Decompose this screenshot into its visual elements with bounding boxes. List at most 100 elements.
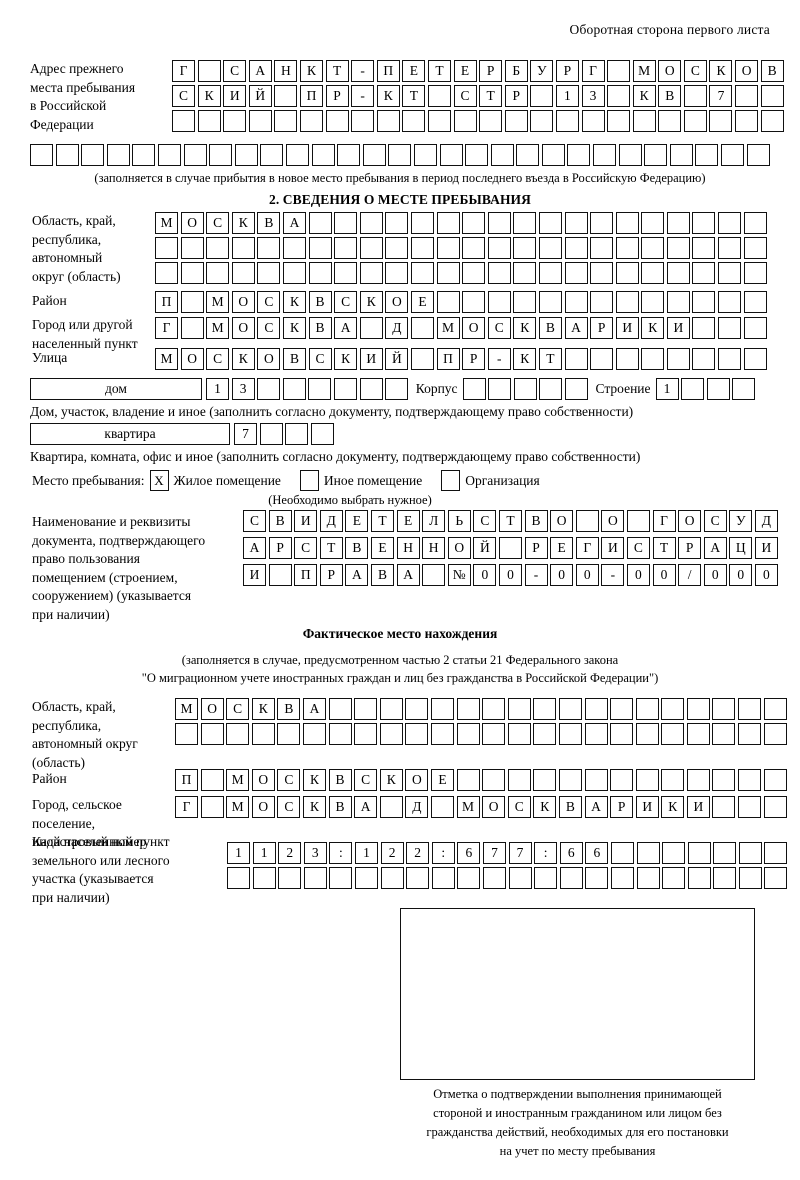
char-cell[interactable]: [712, 723, 736, 745]
char-cell[interactable]: [376, 110, 400, 132]
char-cell[interactable]: 2: [406, 842, 430, 864]
char-cell[interactable]: Е: [396, 510, 420, 532]
char-cell[interactable]: [388, 144, 412, 166]
char-cell[interactable]: [132, 144, 156, 166]
char-cell[interactable]: [661, 769, 685, 791]
char-cell[interactable]: [635, 698, 659, 720]
char-cell[interactable]: [385, 262, 409, 284]
char-cell[interactable]: [487, 237, 511, 259]
char-cell[interactable]: [507, 769, 531, 791]
char-cell[interactable]: [590, 348, 614, 370]
char-cell[interactable]: С: [206, 348, 230, 370]
char-cell[interactable]: [590, 237, 614, 259]
char-cell[interactable]: [311, 144, 335, 166]
char-cell[interactable]: 2: [278, 842, 302, 864]
char-cell[interactable]: [308, 237, 332, 259]
char-cell[interactable]: С: [226, 698, 250, 720]
char-cell[interactable]: [743, 212, 767, 234]
char-cell[interactable]: [81, 144, 105, 166]
char-cell[interactable]: А: [243, 537, 266, 559]
confirmation-stamp-box[interactable]: [400, 908, 755, 1080]
char-cell[interactable]: С: [453, 85, 477, 107]
char-cell[interactable]: 6: [559, 842, 583, 864]
char-cell[interactable]: [538, 291, 562, 313]
char-cell[interactable]: М: [456, 796, 480, 818]
char-cell[interactable]: [686, 723, 710, 745]
char-cell[interactable]: [661, 698, 685, 720]
char-cell[interactable]: 0: [652, 564, 676, 586]
char-cell[interactable]: В: [345, 537, 369, 559]
char-cell[interactable]: [534, 867, 558, 889]
char-cell[interactable]: 7: [482, 842, 506, 864]
char-cell[interactable]: [325, 110, 349, 132]
char-cell[interactable]: [462, 291, 486, 313]
char-cell[interactable]: [328, 723, 352, 745]
char-cell[interactable]: [462, 212, 486, 234]
char-cell[interactable]: [641, 291, 665, 313]
char-cell[interactable]: Д: [385, 317, 409, 339]
char-cell[interactable]: [738, 867, 762, 889]
char-cell[interactable]: И: [223, 85, 247, 107]
char-cell[interactable]: С: [487, 317, 511, 339]
korpus-cell[interactable]: [488, 378, 512, 400]
char-cell[interactable]: Г: [172, 60, 195, 82]
char-cell[interactable]: [635, 769, 659, 791]
char-cell[interactable]: [538, 262, 562, 284]
house-cell[interactable]: [333, 378, 357, 400]
char-cell[interactable]: [200, 723, 224, 745]
char-cell[interactable]: [422, 564, 446, 586]
char-cell[interactable]: А: [345, 564, 369, 586]
char-cell[interactable]: [410, 317, 434, 339]
char-cell[interactable]: [692, 262, 716, 284]
char-cell[interactable]: В: [524, 510, 548, 532]
char-cell[interactable]: [308, 262, 332, 284]
char-cell[interactable]: -: [351, 85, 375, 107]
char-cell[interactable]: В: [370, 564, 394, 586]
char-cell[interactable]: К: [231, 348, 255, 370]
char-cell[interactable]: [456, 698, 480, 720]
char-cell[interactable]: [197, 110, 221, 132]
char-cell[interactable]: В: [308, 317, 332, 339]
char-cell[interactable]: [564, 262, 588, 284]
char-cell[interactable]: В: [538, 317, 562, 339]
char-cell[interactable]: [206, 262, 230, 284]
char-cell[interactable]: [257, 262, 281, 284]
char-cell[interactable]: Н: [396, 537, 420, 559]
char-cell[interactable]: [406, 867, 430, 889]
char-cell[interactable]: [533, 698, 557, 720]
char-cell[interactable]: [334, 212, 358, 234]
char-cell[interactable]: Ц: [729, 537, 753, 559]
char-cell[interactable]: :: [431, 842, 455, 864]
char-cell[interactable]: В: [328, 769, 352, 791]
char-cell[interactable]: [666, 291, 690, 313]
char-cell[interactable]: [436, 262, 460, 284]
char-cell[interactable]: [584, 698, 608, 720]
char-cell[interactable]: [106, 144, 130, 166]
char-cell[interactable]: А: [564, 317, 588, 339]
char-cell[interactable]: О: [385, 291, 409, 313]
char-cell[interactable]: [626, 510, 650, 532]
korpus-cell[interactable]: [539, 378, 563, 400]
char-cell[interactable]: [55, 144, 79, 166]
char-cell[interactable]: Т: [370, 510, 394, 532]
char-cell[interactable]: Р: [555, 60, 579, 82]
char-cell[interactable]: [564, 348, 588, 370]
char-cell[interactable]: [641, 237, 665, 259]
char-cell[interactable]: [513, 237, 537, 259]
stroenie-cell[interactable]: 1: [655, 378, 679, 400]
char-cell[interactable]: [590, 291, 614, 313]
stay-type-checkbox-residential[interactable]: X: [149, 470, 169, 491]
flat-cells[interactable]: 7: [234, 423, 336, 445]
char-cell[interactable]: Е: [402, 60, 426, 82]
char-cell[interactable]: [175, 723, 198, 745]
char-cell[interactable]: Е: [410, 291, 434, 313]
char-cell[interactable]: [457, 867, 481, 889]
char-cell[interactable]: 1: [354, 842, 378, 864]
char-cell[interactable]: [479, 110, 503, 132]
char-cell[interactable]: [738, 842, 762, 864]
char-cell[interactable]: 7: [709, 85, 733, 107]
char-cell[interactable]: Т: [498, 510, 522, 532]
